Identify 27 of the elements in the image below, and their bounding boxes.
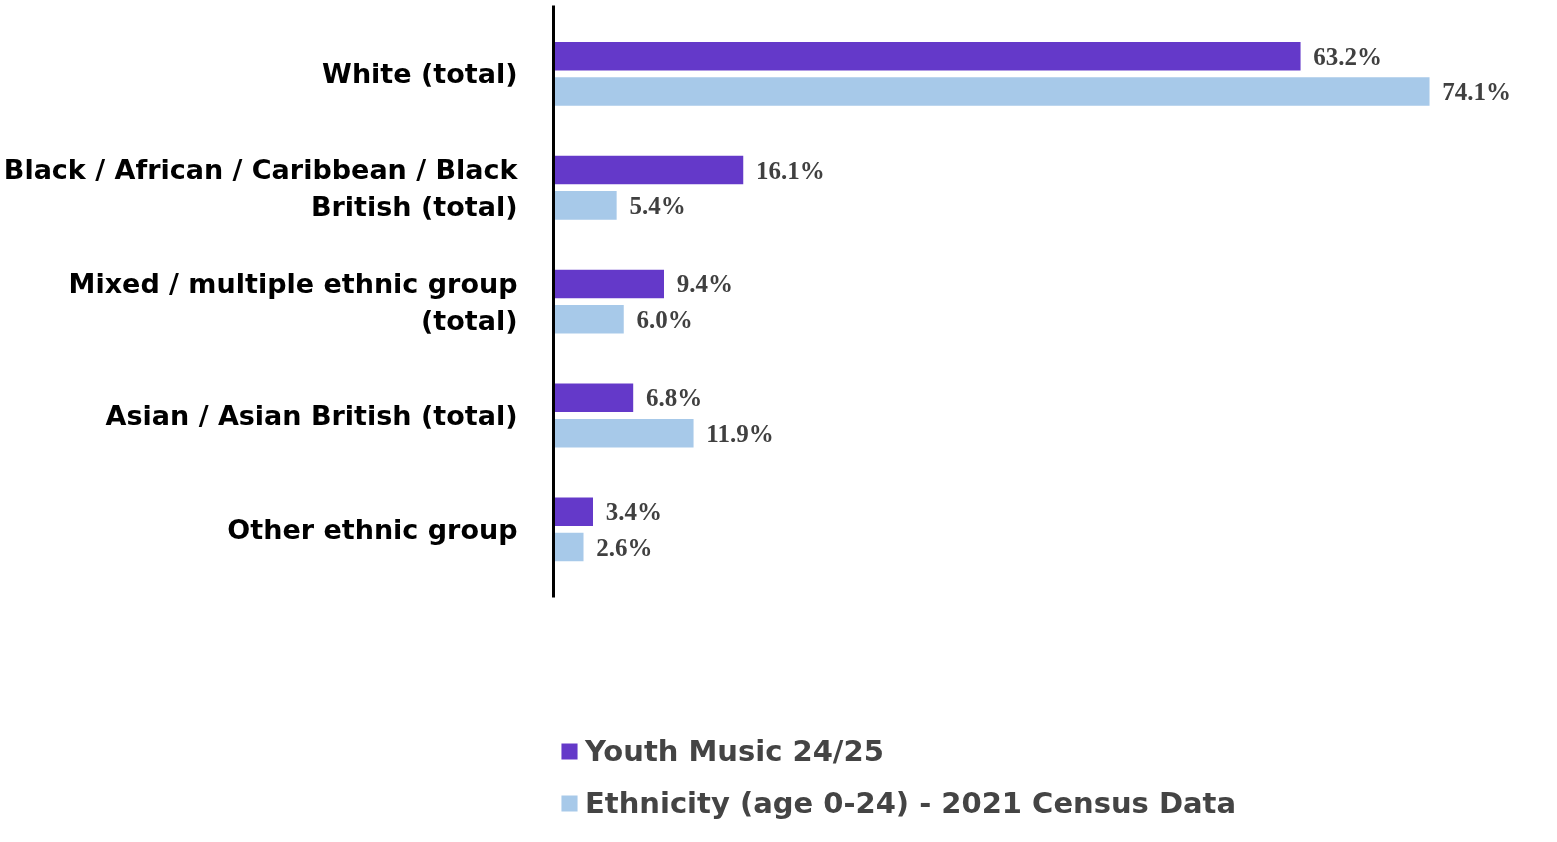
legend-label: Ethnicity (age 0-24) - 2021 Census Data [585, 786, 1237, 820]
legend-label: Youth Music 24/25 [585, 734, 884, 768]
bar [553, 531, 586, 563]
bar [553, 154, 745, 186]
bar [553, 382, 635, 414]
bar [553, 417, 696, 449]
y-tick-label: White (total) [322, 58, 518, 90]
bar [553, 75, 1432, 108]
y-tick-label: Asian / Asian British (total) [105, 400, 518, 431]
bar [553, 189, 619, 222]
data-label: 74.1% [1442, 77, 1512, 105]
data-label: 2.6% [596, 533, 653, 561]
bar [553, 268, 666, 300]
y-tick-label: Mixed / multiple ethnic group (total) [68, 267, 518, 336]
bar [553, 40, 1303, 72]
data-label: 63.2% [1313, 42, 1383, 70]
data-label: 9.4% [676, 270, 733, 298]
data-label: 6.8% [645, 384, 703, 412]
y-tick-label: Other ethnic group [227, 513, 518, 545]
data-label: 3.4% [605, 498, 662, 526]
data-label: 6.0% [636, 305, 693, 333]
y-tick-label: Black / African / Caribbean / Black British (total) [3, 153, 519, 222]
data-label: 16.1% [756, 156, 825, 184]
bar [553, 303, 626, 336]
data-label: 5.4% [629, 191, 686, 219]
bar [553, 495, 595, 528]
data-label: 11.9% [706, 419, 774, 447]
